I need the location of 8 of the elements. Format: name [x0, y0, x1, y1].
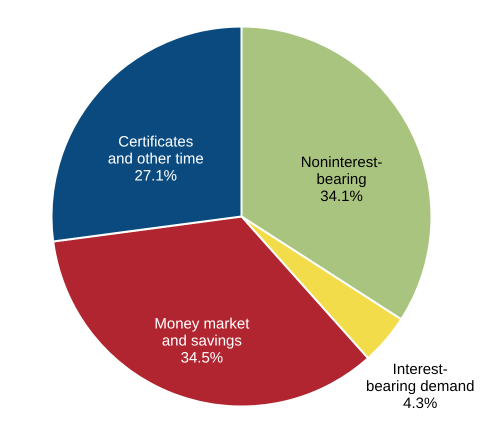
slice-label: Noninterest-bearing [300, 154, 382, 188]
data-label: 34.5% [180, 349, 224, 366]
data-label: 27.1% [134, 167, 178, 184]
slice-label: Money market and savings [154, 315, 250, 350]
data-label: 4.3% [403, 395, 438, 412]
slice-label: Interest-bearing demand [366, 361, 474, 396]
data-label: 34.1% [320, 188, 363, 205]
slice-label: Certificates and other time [108, 133, 204, 168]
